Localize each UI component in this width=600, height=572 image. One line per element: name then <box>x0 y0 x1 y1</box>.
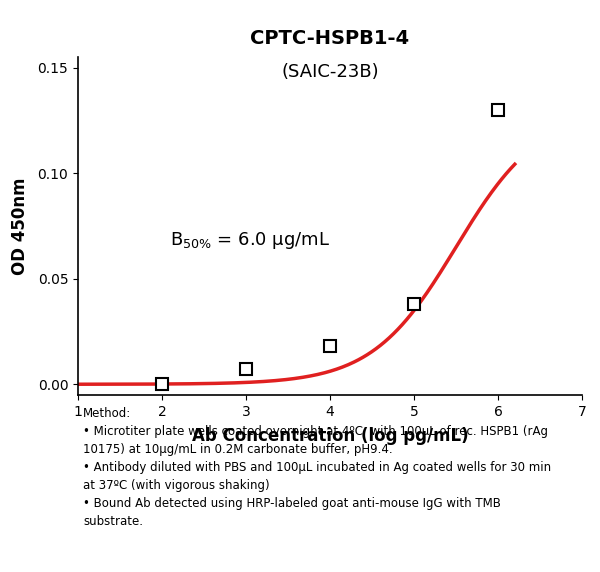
Text: Method:
• Microtiter plate wells coated overnight at 4ºC  with 100μL of rec. HSP: Method: • Microtiter plate wells coated … <box>83 407 551 528</box>
Text: B$_{50\%}$ = 6.0 μg/mL: B$_{50\%}$ = 6.0 μg/mL <box>170 231 331 251</box>
Y-axis label: OD 450nm: OD 450nm <box>11 177 29 275</box>
X-axis label: Ab Concentration (log pg/mL): Ab Concentration (log pg/mL) <box>191 427 469 445</box>
Text: (SAIC-23B): (SAIC-23B) <box>281 63 379 81</box>
Text: CPTC-HSPB1-4: CPTC-HSPB1-4 <box>250 29 410 47</box>
